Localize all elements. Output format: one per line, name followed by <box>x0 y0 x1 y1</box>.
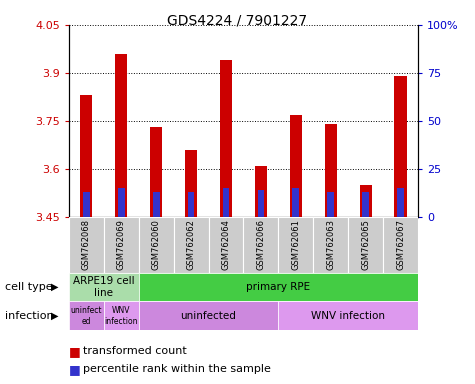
Text: GSM762061: GSM762061 <box>291 219 300 270</box>
Bar <box>185 150 197 217</box>
Text: infection: infection <box>5 311 53 321</box>
Bar <box>348 217 383 273</box>
Bar <box>362 192 369 217</box>
Bar <box>209 217 243 273</box>
Bar <box>257 190 264 217</box>
Bar <box>383 217 418 273</box>
Bar <box>139 217 173 273</box>
Text: ▶: ▶ <box>51 311 58 321</box>
Text: GSM762066: GSM762066 <box>256 219 266 270</box>
Bar <box>327 192 334 217</box>
Text: GSM762068: GSM762068 <box>82 219 91 270</box>
Bar <box>394 76 407 217</box>
Bar <box>278 301 418 330</box>
Text: GSM762067: GSM762067 <box>396 219 405 270</box>
Bar <box>188 192 194 217</box>
Bar <box>290 114 302 217</box>
Bar <box>104 301 139 330</box>
Text: GSM762069: GSM762069 <box>117 219 126 270</box>
Text: ■: ■ <box>69 363 81 376</box>
Bar <box>293 188 299 217</box>
Text: primary RPE: primary RPE <box>247 282 311 292</box>
Text: GSM762060: GSM762060 <box>152 219 161 270</box>
Bar <box>397 188 404 217</box>
Bar <box>278 217 314 273</box>
Text: GSM762062: GSM762062 <box>187 219 196 270</box>
Bar <box>360 185 372 217</box>
Text: cell type: cell type <box>5 282 52 292</box>
Bar <box>243 217 278 273</box>
Text: GSM762063: GSM762063 <box>326 219 335 270</box>
Bar <box>255 166 267 217</box>
Bar <box>223 188 229 217</box>
Bar <box>150 127 162 217</box>
Text: WNV infection: WNV infection <box>311 311 385 321</box>
Text: WNV
infection: WNV infection <box>104 306 138 326</box>
Text: GDS4224 / 7901227: GDS4224 / 7901227 <box>167 13 308 27</box>
Text: GSM762065: GSM762065 <box>361 219 370 270</box>
Bar <box>83 192 90 217</box>
Bar <box>69 301 104 330</box>
Bar <box>174 217 209 273</box>
Bar <box>115 54 127 217</box>
Bar <box>139 273 418 301</box>
Text: GSM762064: GSM762064 <box>221 219 230 270</box>
Text: percentile rank within the sample: percentile rank within the sample <box>83 364 271 374</box>
Bar <box>153 192 160 217</box>
Text: transformed count: transformed count <box>83 346 187 356</box>
Text: uninfected: uninfected <box>180 311 237 321</box>
Text: ▶: ▶ <box>51 282 58 292</box>
Bar <box>324 124 337 217</box>
Bar <box>220 60 232 217</box>
Text: ARPE19 cell
line: ARPE19 cell line <box>73 276 134 298</box>
Bar <box>80 95 93 217</box>
Text: ■: ■ <box>69 345 81 358</box>
Bar <box>104 217 139 273</box>
Bar <box>69 217 104 273</box>
Bar <box>118 188 124 217</box>
Bar <box>139 301 278 330</box>
Text: uninfect
ed: uninfect ed <box>71 306 102 326</box>
Bar <box>69 273 139 301</box>
Bar <box>314 217 348 273</box>
